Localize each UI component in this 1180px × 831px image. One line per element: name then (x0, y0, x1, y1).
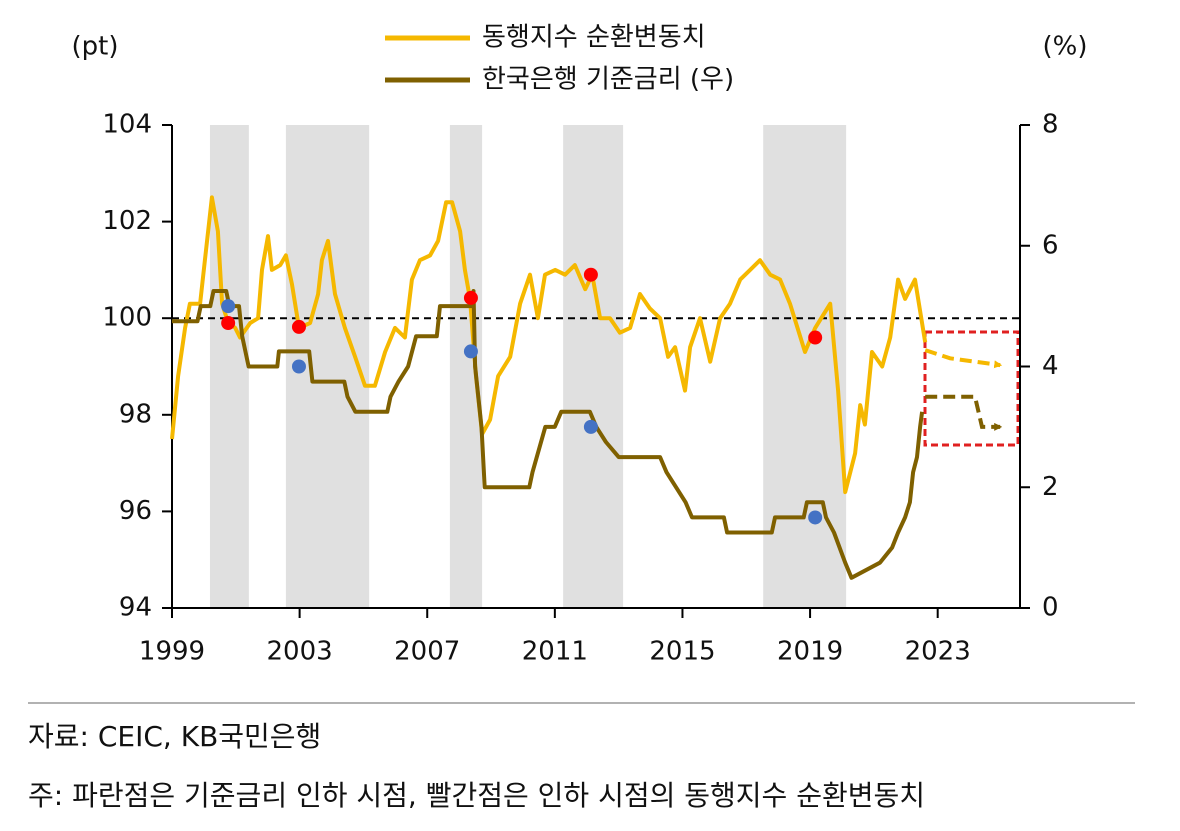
legend-label: 동행지수 순환변동치 (482, 23, 706, 53)
forecast-box (923, 330, 1020, 447)
marker-dot (583, 419, 598, 434)
shaded-period (449, 125, 483, 608)
y2-axis-label: (%) (1043, 32, 1088, 62)
series-line (170, 195, 928, 495)
marker-dot (808, 330, 823, 345)
source-note: 자료: CEIC, KB국민은행 (28, 720, 321, 753)
x-tick-label: 2007 (394, 637, 460, 667)
shaded-period (209, 125, 249, 608)
legend-label: 한국은행 기준금리 (우) (482, 65, 734, 95)
marker-dot (808, 510, 823, 525)
y-tick-label: 104 (102, 110, 152, 140)
shaded-period (563, 125, 624, 608)
y-axis-label: (pt) (72, 32, 119, 62)
y2-tick-label: 2 (1042, 472, 1059, 502)
marker-dot (291, 319, 306, 334)
y2-tick-label: 6 (1042, 230, 1059, 260)
projection-line (925, 394, 1003, 431)
x-tick-label: 1999 (139, 637, 205, 667)
marker-dot (221, 299, 236, 314)
x-tick-label: 2011 (522, 637, 588, 667)
y2-tick-label: 4 (1042, 351, 1059, 381)
marker-dot (463, 290, 478, 305)
marker-dot (291, 359, 306, 374)
x-tick-label: 2003 (267, 637, 333, 667)
x-tick-label: 2019 (777, 637, 843, 667)
y-tick-label: 96 (119, 496, 152, 526)
marker-dot (221, 316, 236, 331)
background-layer (209, 125, 847, 608)
projection-line (924, 348, 1003, 369)
y-tick-label: 100 (102, 303, 152, 333)
x-tick-label: 2023 (905, 637, 971, 667)
x-tick-label: 2015 (649, 637, 715, 667)
y-tick-label: 94 (119, 593, 152, 623)
footnote: 주: 파란점은 기준금리 인하 시점, 빨간점은 인하 시점의 동행지수 순환변… (28, 779, 925, 812)
marker-dot (583, 267, 598, 282)
y-tick-label: 102 (102, 206, 152, 236)
y2-tick-label: 8 (1042, 110, 1059, 140)
y-tick-label: 98 (119, 399, 152, 429)
marker-dot (463, 344, 478, 359)
series-line (172, 289, 925, 580)
y2-tick-label: 0 (1042, 593, 1059, 623)
